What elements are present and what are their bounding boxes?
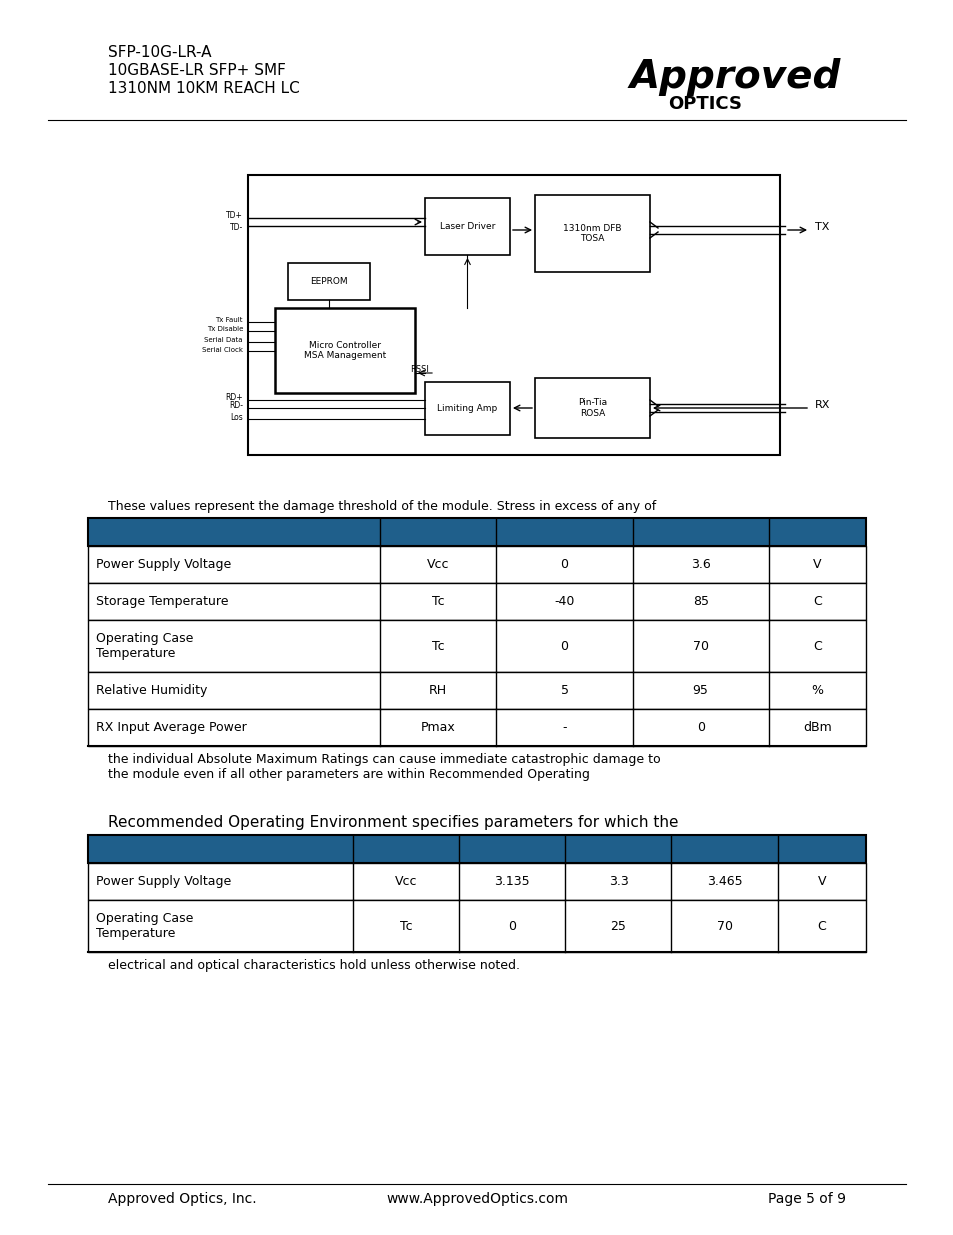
Text: RSSI: RSSI (410, 364, 429, 373)
Text: TD-: TD- (230, 224, 243, 232)
Text: Tc: Tc (432, 640, 444, 652)
Bar (88, 709, 865, 746)
Text: electrical and optical characteristics hold unless otherwise noted.: electrical and optical characteristics h… (108, 960, 519, 972)
Text: V: V (812, 558, 821, 571)
Text: %: % (810, 684, 822, 697)
Text: Vcc: Vcc (395, 876, 417, 888)
Bar (288, 263, 370, 300)
Bar (88, 900, 865, 952)
Text: 5: 5 (560, 684, 568, 697)
Text: OPTICS: OPTICS (667, 95, 741, 112)
Text: Page 5 of 9: Page 5 of 9 (767, 1192, 845, 1207)
Text: 1310nm DFB
TOSA: 1310nm DFB TOSA (562, 224, 621, 243)
Text: TX: TX (814, 222, 828, 232)
Text: -: - (561, 721, 566, 734)
Bar (88, 672, 865, 709)
Bar (88, 620, 865, 672)
Text: 3.465: 3.465 (706, 876, 741, 888)
Text: Tx Fault: Tx Fault (215, 317, 243, 324)
Text: C: C (812, 640, 821, 652)
Text: Tc: Tc (399, 920, 412, 932)
Text: C: C (817, 920, 825, 932)
Text: TD+: TD+ (226, 210, 243, 220)
Text: the module even if all other parameters are within Recommended Operating: the module even if all other parameters … (108, 768, 589, 781)
Text: Laser Driver: Laser Driver (439, 222, 495, 231)
Text: 0: 0 (508, 920, 516, 932)
Text: Operating Case
Temperature: Operating Case Temperature (96, 911, 193, 940)
Text: Los: Los (230, 412, 243, 421)
Bar (88, 546, 865, 583)
Text: 95: 95 (692, 684, 708, 697)
Text: 1310NM 10KM REACH LC: 1310NM 10KM REACH LC (108, 82, 299, 96)
Text: Approved Optics, Inc.: Approved Optics, Inc. (108, 1192, 256, 1207)
Text: 3.3: 3.3 (608, 876, 628, 888)
Text: V: V (817, 876, 825, 888)
Text: Recommended Operating Environment specifies parameters for which the: Recommended Operating Environment specif… (108, 815, 678, 830)
Bar (424, 382, 510, 435)
Text: Pmax: Pmax (420, 721, 455, 734)
Text: dBm: dBm (802, 721, 831, 734)
Text: Limiting Amp: Limiting Amp (436, 404, 497, 412)
Text: 3.6: 3.6 (690, 558, 710, 571)
Text: the individual Absolute Maximum Ratings can cause immediate catastrophic damage : the individual Absolute Maximum Ratings … (108, 753, 659, 766)
Text: Vcc: Vcc (426, 558, 449, 571)
Bar (88, 835, 865, 863)
Text: 70: 70 (692, 640, 708, 652)
Text: Micro Controller
MSA Management: Micro Controller MSA Management (304, 341, 386, 361)
Text: Serial Data: Serial Data (204, 337, 243, 343)
Bar (424, 198, 510, 254)
Text: Approved: Approved (629, 58, 841, 96)
Text: 85: 85 (692, 595, 708, 608)
Text: Power Supply Voltage: Power Supply Voltage (96, 558, 231, 571)
Text: RX: RX (814, 400, 829, 410)
Text: RH: RH (429, 684, 447, 697)
Bar (88, 583, 865, 620)
Text: Pin-Tia
ROSA: Pin-Tia ROSA (578, 399, 606, 417)
Text: Tx Disable: Tx Disable (207, 326, 243, 332)
Bar (88, 863, 865, 900)
Text: RX Input Average Power: RX Input Average Power (96, 721, 247, 734)
Text: RD+: RD+ (225, 394, 243, 403)
Bar (535, 378, 649, 438)
Bar (535, 195, 649, 272)
Text: www.ApprovedOptics.com: www.ApprovedOptics.com (386, 1192, 567, 1207)
Text: C: C (812, 595, 821, 608)
Text: Serial Clock: Serial Clock (202, 347, 243, 353)
Text: Operating Case
Temperature: Operating Case Temperature (96, 632, 193, 659)
Text: 70: 70 (716, 920, 732, 932)
Text: -40: -40 (554, 595, 574, 608)
Text: Tc: Tc (432, 595, 444, 608)
Text: Relative Humidity: Relative Humidity (96, 684, 207, 697)
Bar (274, 308, 415, 393)
Bar (88, 517, 865, 546)
Text: RD-: RD- (229, 401, 243, 410)
Text: 25: 25 (610, 920, 626, 932)
Text: Power Supply Voltage: Power Supply Voltage (96, 876, 231, 888)
Text: 10GBASE-LR SFP+ SMF: 10GBASE-LR SFP+ SMF (108, 63, 286, 78)
Text: SFP-10G-LR-A: SFP-10G-LR-A (108, 44, 212, 61)
Text: Storage Temperature: Storage Temperature (96, 595, 229, 608)
Text: These values represent the damage threshold of the module. Stress in excess of a: These values represent the damage thresh… (108, 500, 656, 513)
Text: 3.135: 3.135 (494, 876, 530, 888)
Bar (248, 175, 780, 454)
Text: 0: 0 (560, 640, 568, 652)
Text: EEPROM: EEPROM (310, 277, 348, 287)
Text: 0: 0 (560, 558, 568, 571)
Text: 0: 0 (696, 721, 704, 734)
